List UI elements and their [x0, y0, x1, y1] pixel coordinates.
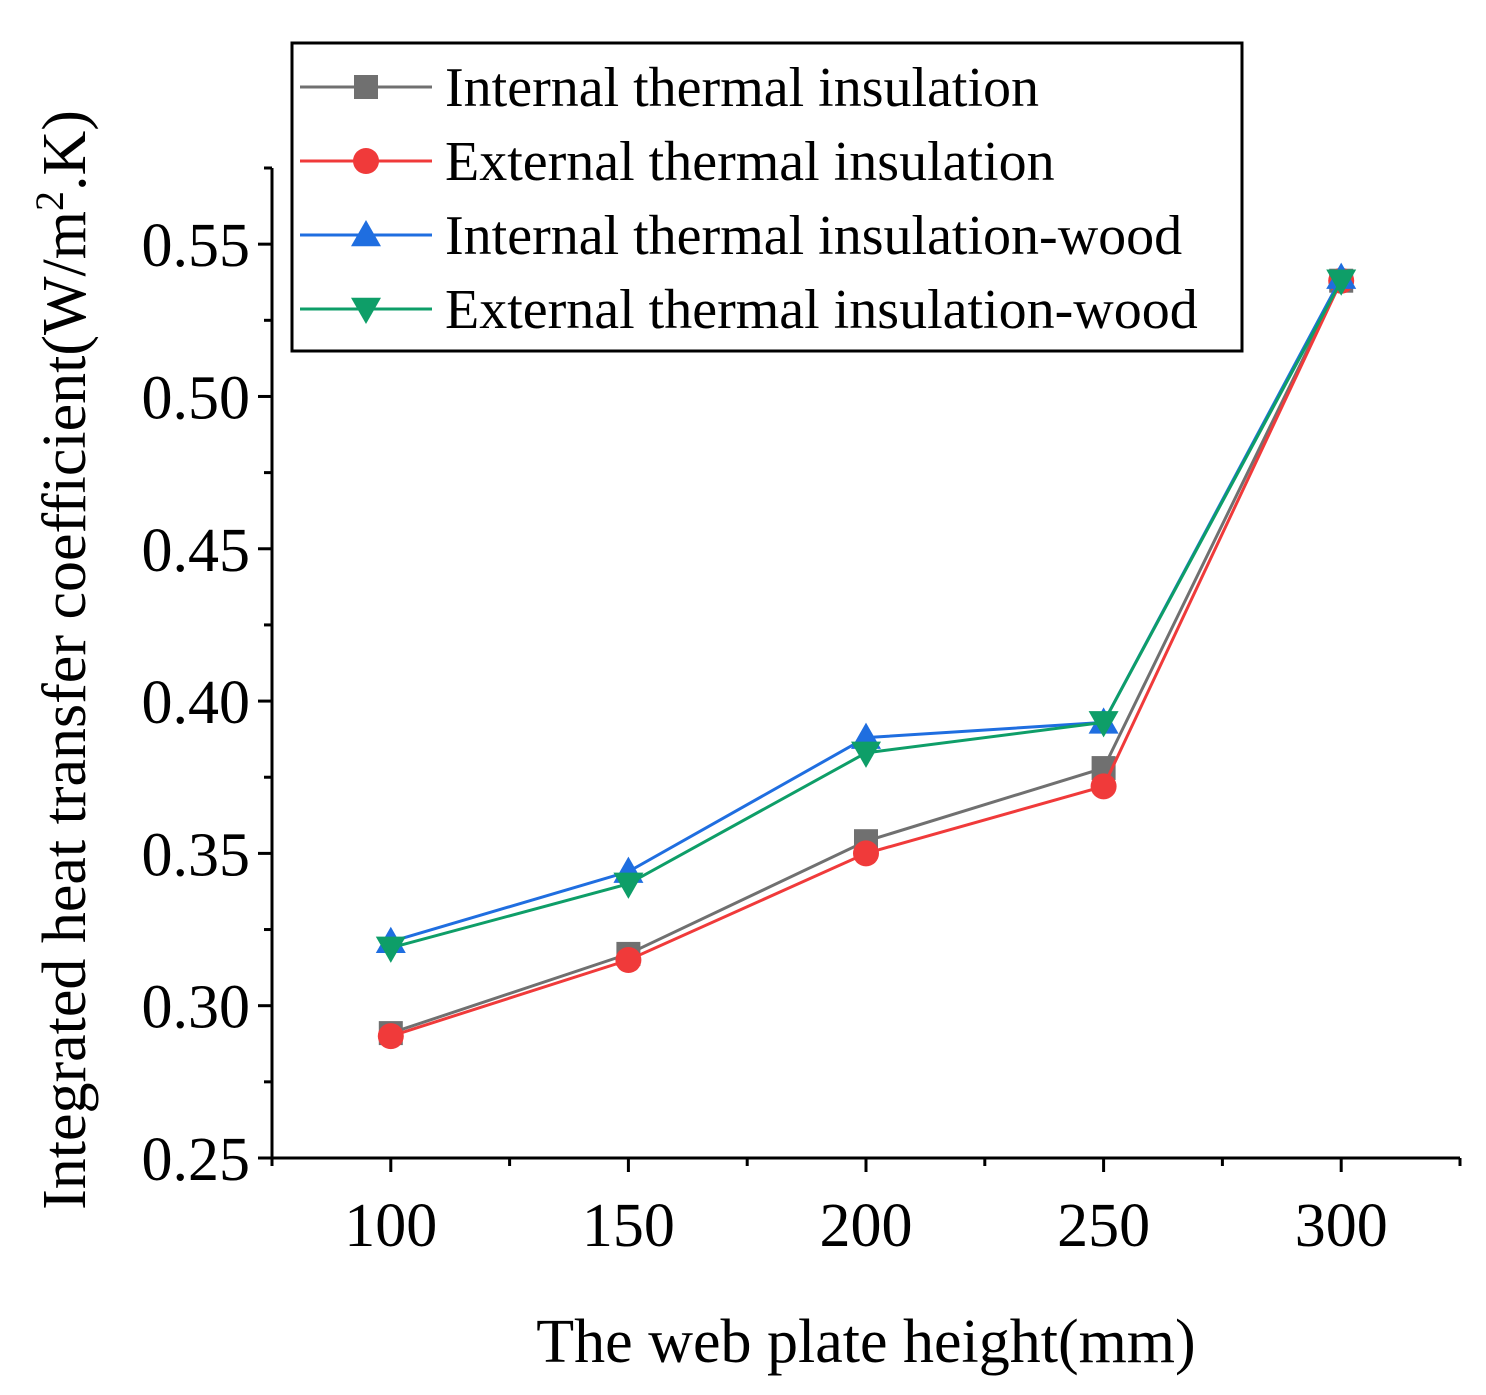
data-point [851, 741, 881, 768]
y-tick-label: 0.35 [142, 821, 251, 889]
legend-item: Internal thermal insulation-wood [300, 205, 1182, 267]
x-tick-label: 100 [344, 1192, 437, 1260]
data-point [377, 1023, 404, 1050]
legend-marker [351, 220, 381, 247]
y-tick-label: 0.50 [142, 364, 251, 432]
series-1 [378, 268, 1354, 1046]
legend-item: Internal thermal insulation [300, 57, 1039, 119]
data-point [615, 947, 642, 973]
y-tick-label: 0.30 [142, 974, 251, 1042]
legend-item: External thermal insulation-wood [300, 279, 1198, 341]
data-point [853, 840, 879, 867]
y-tick-label: 0.55 [142, 212, 251, 280]
data-point [1088, 711, 1119, 738]
series-2 [377, 267, 1355, 1050]
y-tick-label: 0.40 [142, 669, 251, 737]
legend-label: Internal thermal insulation-wood [445, 205, 1182, 267]
data-point [375, 936, 406, 963]
legend-marker [353, 148, 379, 174]
x-tick-label: 150 [582, 1192, 675, 1260]
y-tick-label: 0.45 [142, 517, 251, 585]
x-tick-label: 300 [1295, 1192, 1388, 1260]
y-axis-title-superscript: 2 [27, 191, 72, 211]
legend-marker [351, 297, 381, 324]
legend-label: Internal thermal insulation [445, 57, 1039, 119]
axes: 0.25 0.30 0.35 0.40 0.45 0.50 0.55 100 150 200 250… [142, 166, 1462, 1260]
x-tick-label: 200 [820, 1192, 913, 1260]
x-axis-title: The web plate height(mm) [536, 1308, 1195, 1376]
data-point [1326, 269, 1357, 296]
legend-item: External thermal insulation [300, 131, 1055, 193]
legend-label: External thermal insulation-wood [445, 279, 1198, 341]
legend: Internal thermal insulation External ther… [290, 41, 1244, 353]
y-axis-title-tail: .K) [31, 110, 99, 191]
x-tick-label: 250 [1057, 1192, 1150, 1260]
legend-box [290, 41, 1244, 353]
y-tick-label: 0.25 [142, 1126, 251, 1194]
data-point [1090, 773, 1117, 800]
data-point [613, 872, 644, 899]
y-axis-title-main: Integrated heat transfer coefficient(W/m [31, 211, 99, 1210]
series-layer [375, 262, 1357, 1050]
legend-label: External thermal insulation [445, 131, 1055, 193]
y-axis-title: Integrated heat transfer coefficient(W/m… [27, 110, 99, 1210]
series-line [390, 280, 1343, 1035]
legend-marker [354, 75, 378, 99]
series-line [390, 280, 1343, 1038]
series-4 [375, 269, 1357, 963]
